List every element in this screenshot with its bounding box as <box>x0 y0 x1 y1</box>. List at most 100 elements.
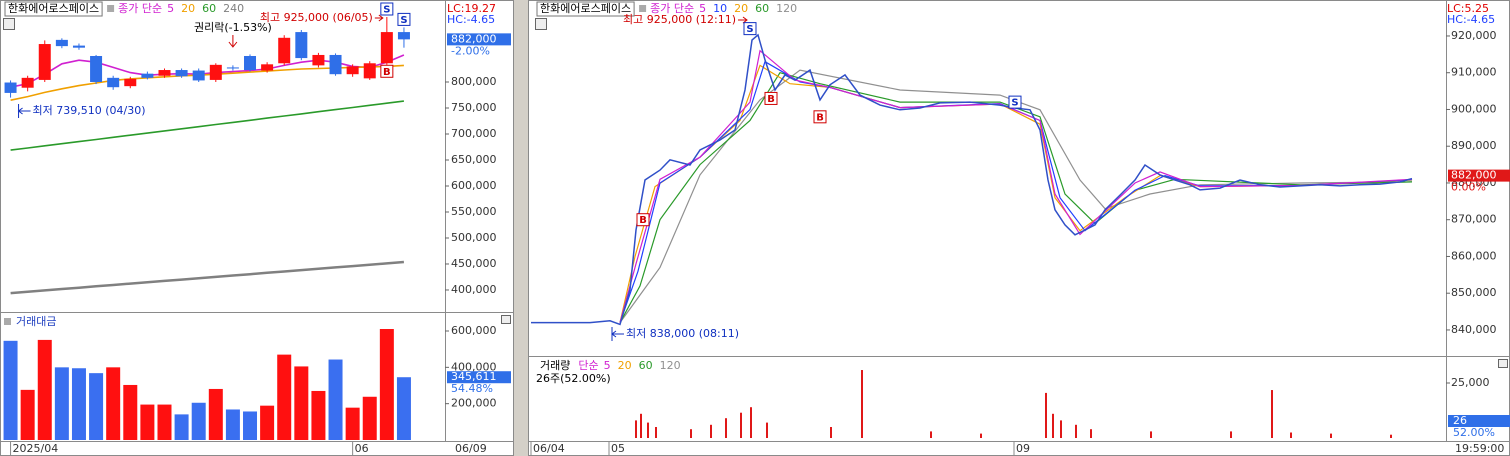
candle-body <box>295 32 308 59</box>
volume-bar <box>345 407 360 440</box>
x-tick-label: 09 <box>1016 442 1030 455</box>
grid-icon[interactable] <box>535 18 547 30</box>
volume-bar <box>1090 429 1092 438</box>
chart-title: 거래량 <box>540 359 570 372</box>
signal-label: S <box>746 24 753 35</box>
change-label: -2.00% <box>451 44 490 57</box>
chart-title: 거래대금 <box>16 315 56 328</box>
x-tick-label: 06 <box>355 442 369 455</box>
moving-average <box>10 260 405 295</box>
signal-marker <box>1008 95 1022 109</box>
volume-bar <box>830 427 832 438</box>
candle-body <box>397 32 410 40</box>
title-box <box>4 1 103 17</box>
volume-bar <box>277 354 292 440</box>
indicator-icon[interactable] <box>639 5 647 12</box>
volume-bar <box>740 412 742 438</box>
volume-bar <box>191 402 206 440</box>
indicator-label: 단순 <box>578 359 598 372</box>
arrow <box>738 16 748 24</box>
high-annotation: 최고 925,000 (06/05) <box>260 11 373 24</box>
pane-button[interactable] <box>501 315 511 324</box>
x-tick-label: 06/04 <box>533 442 565 455</box>
y-tick-label: 600,000 <box>451 179 497 192</box>
event-annotation: 권리락(-1.53%) <box>194 21 272 34</box>
y-tick-label: 400,000 <box>451 283 497 296</box>
low-annotation: 최저 838,000 (08:11) <box>626 327 739 340</box>
volume-bar <box>710 424 712 438</box>
candle-body <box>175 70 188 77</box>
indicator-icon[interactable] <box>107 5 115 12</box>
volume-bar <box>379 329 394 440</box>
indicator-label: 종가 단순 <box>118 2 162 15</box>
y-tick-label: 400,000 <box>451 360 497 373</box>
legend-entry: 120 <box>776 2 797 15</box>
y-tick-label: 550,000 <box>451 205 497 218</box>
y-tick-label: 800,000 <box>451 75 497 88</box>
last-value-label: 26 <box>1453 414 1467 427</box>
volume-bar <box>243 411 258 440</box>
chart-title: 한화에어로스페이스 <box>8 2 99 15</box>
signal-label: S <box>383 4 390 15</box>
volume-bar <box>1290 432 1292 438</box>
volume-bar <box>20 389 35 440</box>
volume-bar <box>157 404 172 440</box>
last-price-box <box>447 33 511 46</box>
candle-body <box>38 44 51 80</box>
y-tick-label: 840,000 <box>1451 323 1497 336</box>
splitter[interactable] <box>514 0 528 456</box>
candle-body <box>141 73 154 78</box>
pane-button[interactable] <box>1498 359 1508 368</box>
signal-label: B <box>816 112 824 123</box>
legend-entry: 5 <box>167 2 174 15</box>
hc-label: HC:-4.65 <box>447 13 495 26</box>
signal-marker <box>764 91 778 105</box>
y-tick-label: 920,000 <box>1451 29 1497 42</box>
volume-bar <box>750 407 752 438</box>
candle-body <box>209 64 222 80</box>
volume-bar <box>1150 431 1152 438</box>
volume-bar <box>123 384 138 440</box>
title-box <box>536 1 635 17</box>
time-label: 19:59:00 <box>1455 442 1504 455</box>
change-label: 52.00% <box>1453 426 1495 439</box>
grid-icon[interactable] <box>3 18 15 30</box>
date-label: 06/09 <box>455 442 487 455</box>
candle-body <box>4 82 17 93</box>
volume-bar <box>1330 433 1332 438</box>
volume-bar <box>930 431 932 438</box>
high-annotation: 최고 925,000 (12:11) <box>623 13 736 26</box>
signal-marker <box>380 2 394 16</box>
volume-bar <box>690 429 692 438</box>
volume-bar <box>311 390 326 440</box>
candle-body <box>329 54 342 75</box>
y-tick-label: 890,000 <box>1451 139 1497 152</box>
legend-entry: 5 <box>699 2 706 15</box>
signal-label: S <box>400 15 407 26</box>
y-tick-label: 650,000 <box>451 153 497 166</box>
signal-marker <box>380 64 394 78</box>
volume-bar <box>1060 420 1062 438</box>
volume-bar <box>294 366 309 440</box>
y-tick-label: 600,000 <box>451 324 497 337</box>
legend-entry: 10 <box>713 2 727 15</box>
volume-bar <box>328 359 343 440</box>
volume-bar <box>1230 431 1232 438</box>
y-tick-label: 450,000 <box>451 257 497 270</box>
volume-bar <box>225 409 240 440</box>
volume-bar <box>396 377 411 440</box>
volume-bar <box>71 368 86 440</box>
last-value-label: 345,611 <box>451 370 497 383</box>
volume-bar <box>980 433 982 438</box>
lc-label: LC:19.27 <box>447 2 496 15</box>
moving-average <box>10 100 404 151</box>
volume-bar <box>1075 424 1077 438</box>
candle-body <box>261 64 274 71</box>
volume-bar <box>647 422 649 438</box>
change-label: 0.00% <box>1451 181 1486 194</box>
candle-body <box>21 77 34 88</box>
hc-label: HC:-4.65 <box>1447 13 1495 26</box>
x-tick-label: 05 <box>611 442 625 455</box>
candle-body <box>158 70 171 76</box>
candle-body <box>363 63 376 79</box>
